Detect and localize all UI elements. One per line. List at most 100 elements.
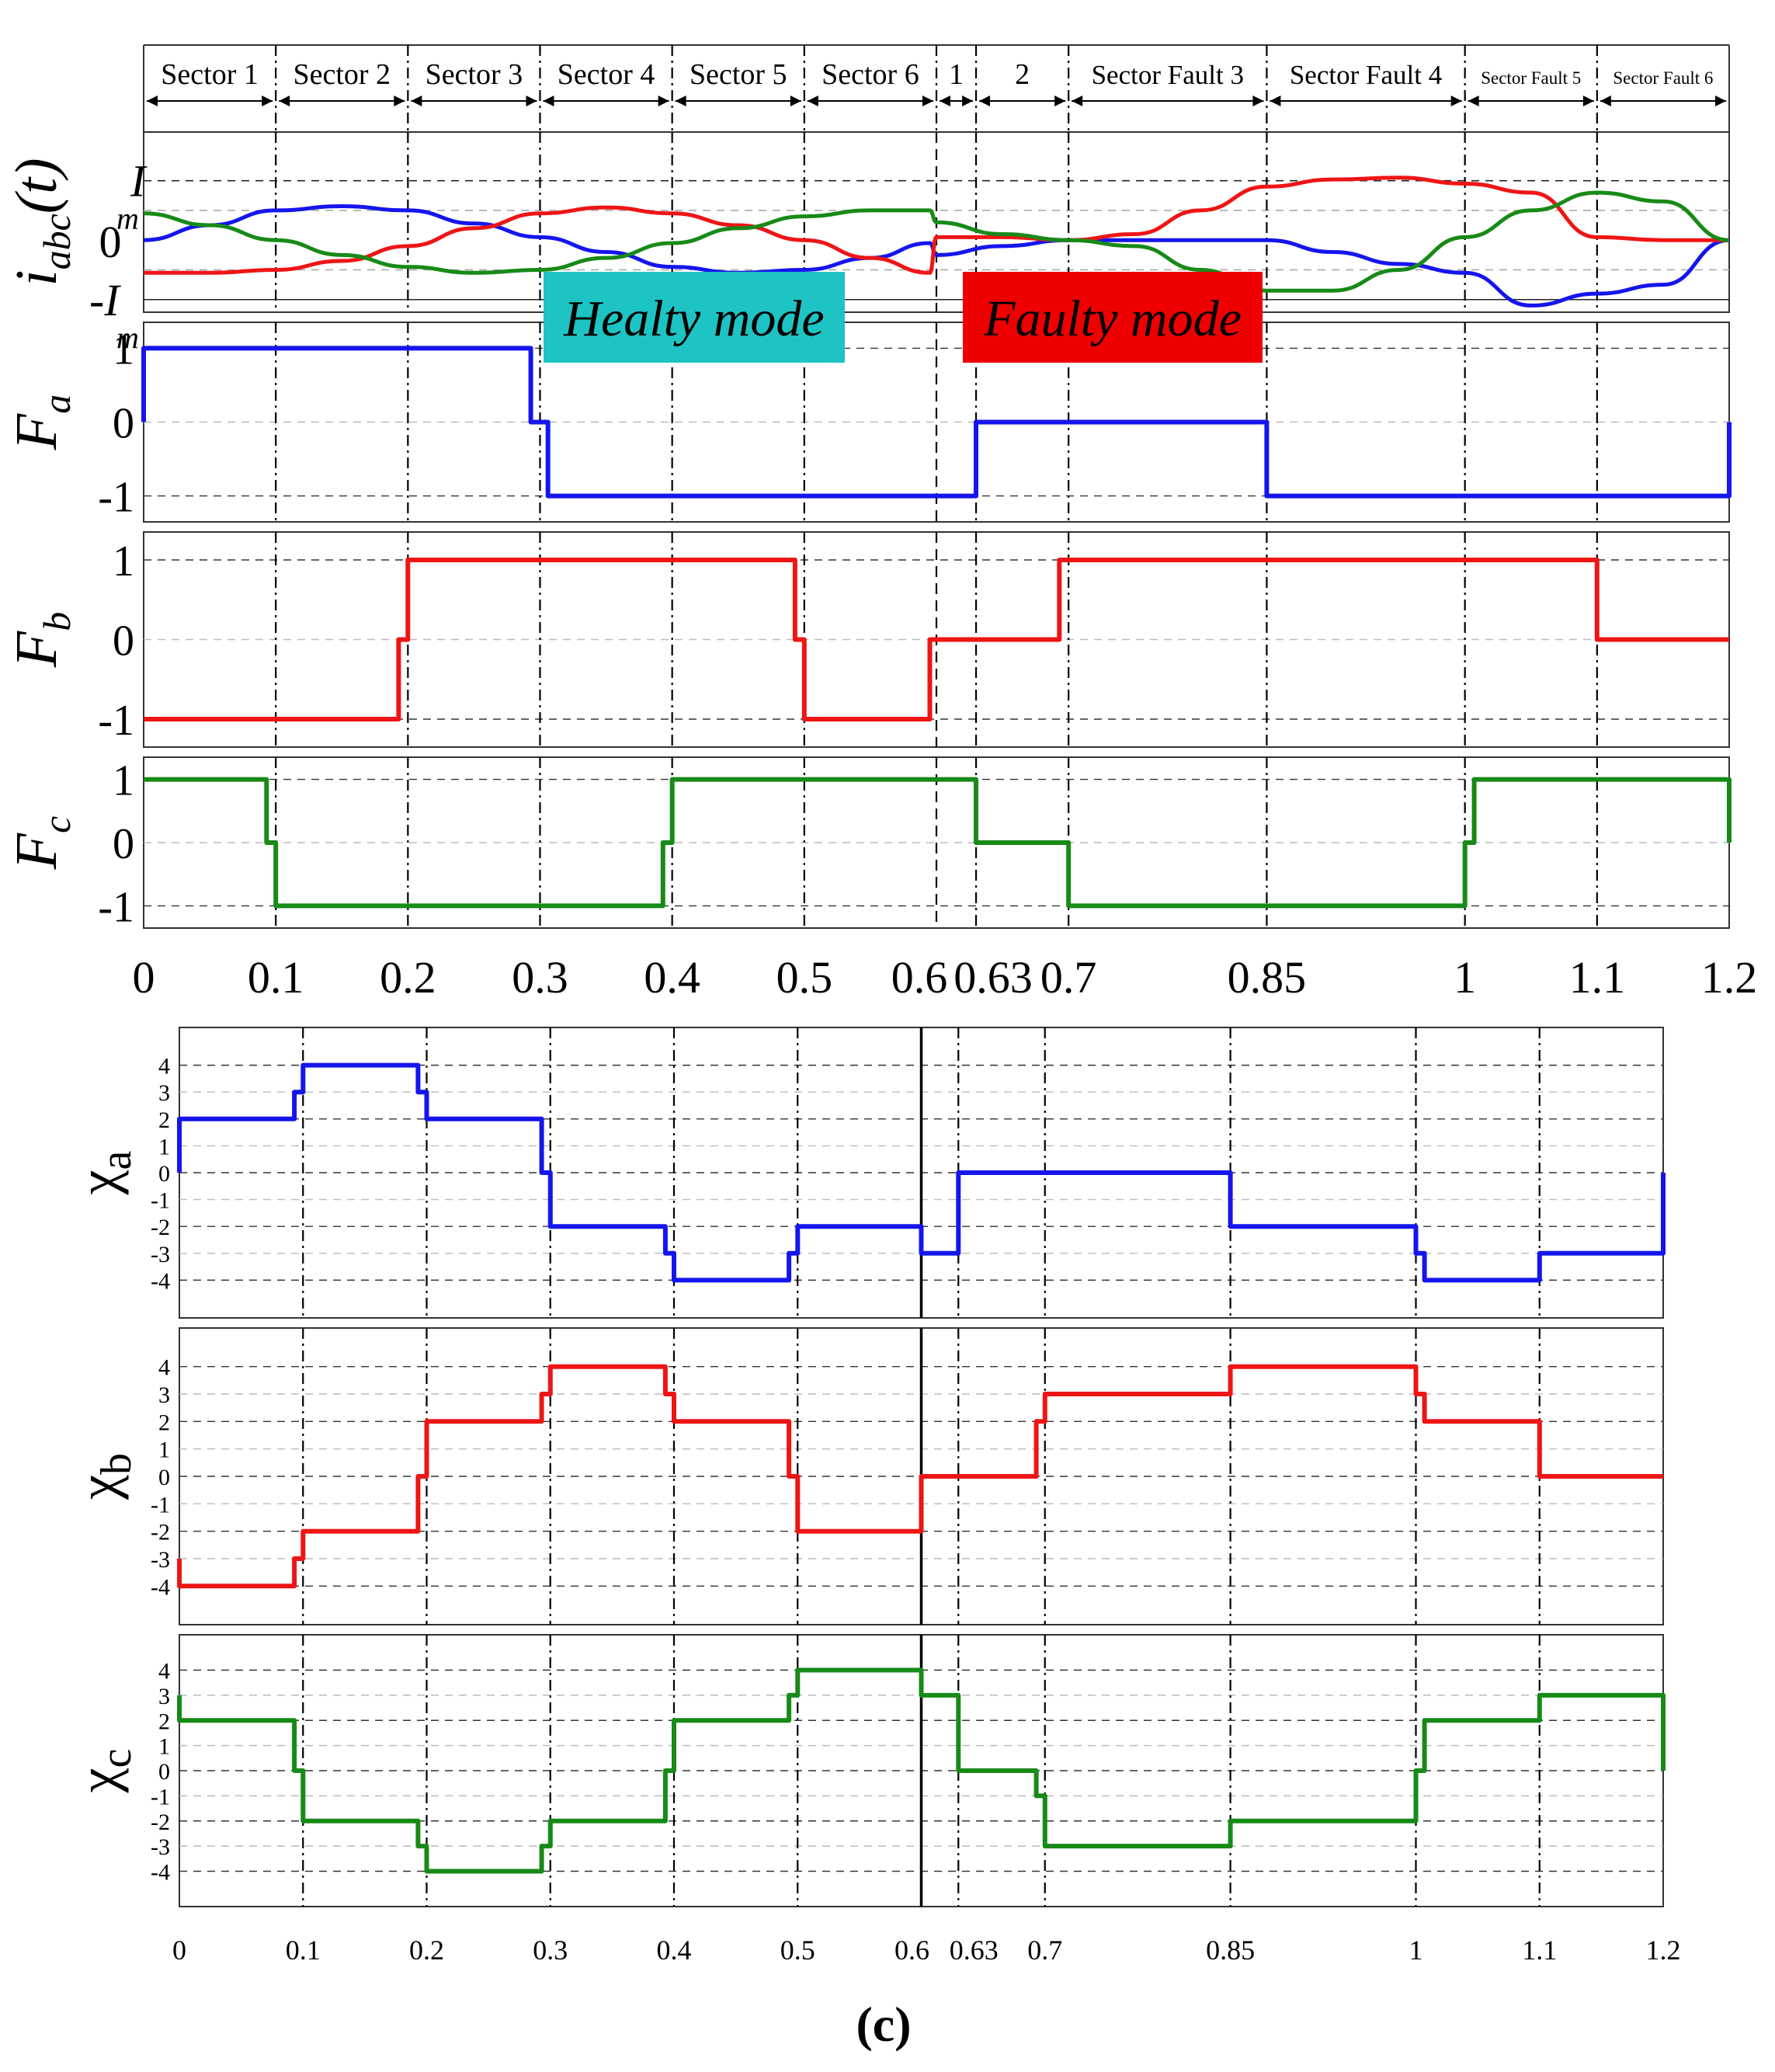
faulty-badge-bg (963, 272, 1263, 363)
x-tick-label: 0.4 (644, 952, 700, 1003)
y-tick-label: -1 (98, 697, 134, 745)
y-tick-label: 1 (158, 1438, 170, 1463)
sector-arrowhead (411, 96, 422, 106)
sector-label: Sector 6 (822, 58, 919, 91)
x-tick-label: 0.1 (286, 1935, 321, 1966)
y-axis-label: iabc(t) (4, 158, 78, 286)
sector-arrowhead (262, 96, 273, 106)
y-tick-label: 2 (158, 1107, 170, 1133)
y-tick-label: 4 (158, 1355, 170, 1381)
x-tick-label: 0.2 (380, 952, 436, 1003)
y-axis-label-text: Fc (4, 816, 78, 871)
y-tick-label: 0 (158, 1759, 170, 1785)
y-tick-label: -2 (151, 1520, 170, 1545)
y-tick-label: -3 (151, 1547, 170, 1573)
y-tick-label: 0 (113, 820, 134, 868)
y-axis-label-text: Fa (4, 395, 78, 450)
sector-label: Sector 3 (426, 58, 523, 91)
y-axis-label-text: χb (67, 1453, 141, 1500)
y-tick-label: 1 (158, 1134, 170, 1159)
y-tick-label: -3 (151, 1834, 170, 1860)
x-tick-label: 0 (133, 952, 155, 1003)
sector-arrowhead (922, 96, 933, 106)
plot-panels: 0Im-Imiabc(t)10-1Fa10-1Fb10-1Fc43210-1-2… (4, 131, 1732, 1907)
y-tick-label: -1 (98, 883, 134, 931)
sector-arrowhead (543, 96, 554, 106)
y-tick-label: -I (89, 275, 121, 325)
sector-label: Sector 2 (293, 58, 391, 91)
faulty-mode-label: Faulty mode (983, 290, 1242, 347)
y-tick-label: 0 (99, 217, 122, 267)
y-tick-label: 3 (158, 1684, 170, 1709)
x-tick-label: 0.63 (950, 1935, 999, 1966)
y-tick-label: 0 (113, 400, 134, 448)
healthy-mode-label: Healty mode (563, 290, 824, 347)
y-axis-label: Fb (4, 612, 78, 668)
panel-Fa: 1 0 -1 Fa (4, 322, 1732, 523)
series-line-xb-0 (177, 1364, 1663, 1589)
x-tick-label: 0.5 (780, 1935, 815, 1966)
x-tick-label: 0.3 (533, 1935, 568, 1966)
sector-label: Sector Fault 6 (1613, 68, 1713, 88)
x-tick-label: 0.85 (1228, 952, 1307, 1003)
y-tick-label: -1 (151, 1492, 170, 1517)
y-tick-label: -4 (151, 1268, 170, 1294)
sector-arrowhead (147, 96, 158, 106)
sector-label: Sector Fault 5 (1481, 68, 1581, 88)
x-tick-label: 0.5 (776, 952, 833, 1003)
sector-arrowhead (1072, 96, 1083, 106)
y-tick-label: -1 (151, 1188, 170, 1214)
y-tick-label: -3 (151, 1242, 170, 1267)
panel-Fc: 1 0 -1 Fc (4, 756, 1732, 931)
x-tick-label: 0 (172, 1935, 186, 1966)
y-tick-label: 0 (158, 1161, 170, 1187)
sector-arrowhead (940, 96, 950, 106)
x-tick-label: 0.85 (1206, 1935, 1255, 1966)
y-tick-label: 2 (158, 1709, 170, 1734)
x-tick-label: 0.7 (1040, 952, 1097, 1003)
panel-Fb: 1 0 -1 Fb (4, 531, 1730, 748)
x-tick-label: 0.63 (953, 952, 1033, 1003)
y-tick-label: 4 (158, 1054, 170, 1079)
y-tick-label: -2 (151, 1810, 170, 1835)
y-tick-label: 1 (113, 325, 134, 374)
sector-header: Sector 1 Sector 2 Sector 3 Sector 4 Sector 5… (143, 44, 1730, 132)
y-tick-label: m (116, 320, 139, 355)
figure-label: (c) (856, 1997, 911, 2052)
x-tick-label: 1.2 (1701, 952, 1758, 1003)
sector-label: Sector Fault 4 (1290, 60, 1442, 90)
y-tick-label: 1 (113, 757, 134, 805)
sector-arrowhead (1600, 96, 1611, 106)
y-tick-label: 0 (113, 617, 134, 666)
x-tick-labels-top: 0 0.1 0.2 0.3 0.4 0.5 0.6 0.63 0.7 0.85 1 1.1 1.2 (133, 952, 1758, 1003)
y-tick-label: 3 (158, 1080, 170, 1106)
sector-arrowhead (658, 96, 669, 106)
sector-arrowhead (1270, 96, 1281, 106)
y-tick-label: 1 (158, 1734, 170, 1760)
sector-arrowhead (1252, 96, 1264, 106)
sector-arrowhead (675, 96, 686, 106)
y-tick-label: -4 (151, 1574, 170, 1600)
x-tick-label: 0.1 (248, 952, 304, 1003)
y-tick-label: 1 (113, 537, 134, 586)
y-tick-label: I (130, 156, 148, 207)
y-axis-label: χb (67, 1453, 141, 1500)
sector-arrowhead (526, 96, 537, 106)
y-axis-label: χa (67, 1150, 141, 1195)
sector-label: Sector Fault 3 (1092, 60, 1244, 90)
healthy-badge-bg (544, 272, 845, 363)
y-tick-label: 4 (158, 1659, 170, 1684)
y-axis-label-text: χc (67, 1749, 141, 1794)
series-line-iabc-2 (143, 190, 1730, 293)
series-line-iabc-1 (143, 176, 1729, 275)
sector-arrowhead (962, 96, 974, 106)
y-tick-label: -1 (98, 474, 134, 522)
sector-arrowhead (1468, 96, 1479, 106)
x-tick-label: 0.6 (891, 952, 948, 1003)
x-tick-label: 1 (1409, 1935, 1423, 1966)
y-tick-label: 0 (158, 1465, 170, 1490)
series-line-xc-0 (177, 1667, 1666, 1874)
